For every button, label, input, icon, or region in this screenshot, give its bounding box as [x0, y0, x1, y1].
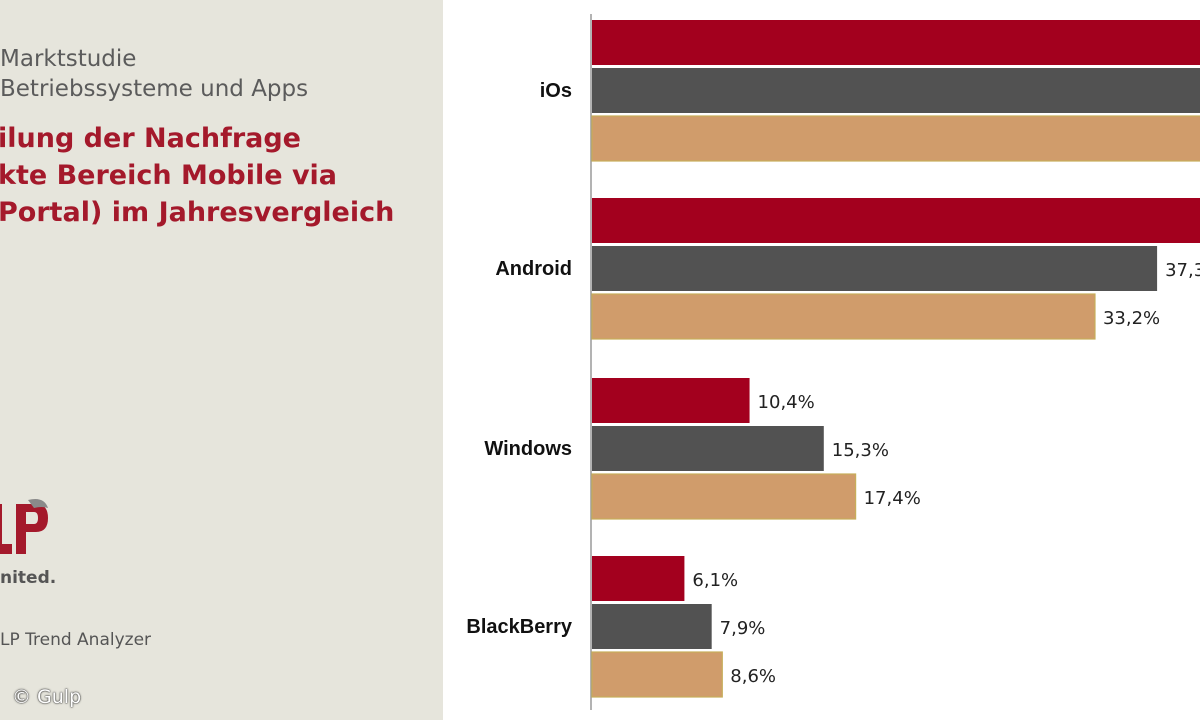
bar-windows-series-1 [592, 378, 750, 423]
info-panel: Marktstudie Betriebssysteme und Apps ilu… [0, 0, 443, 720]
bar-android-series-1 [592, 198, 1200, 243]
category-label-android: Android [495, 258, 572, 280]
data-label-blackberry-series-1: 6,1% [692, 570, 738, 591]
bar-android-series-2 [592, 246, 1158, 291]
bar-blackberry-series-2 [592, 604, 712, 649]
data-label-blackberry-series-3: 8,6% [730, 666, 776, 687]
data-label-blackberry-series-2: 7,9% [720, 618, 766, 639]
bar-windows-series-2 [592, 426, 824, 471]
category-label-ios: iOs [540, 80, 572, 102]
bar-windows-series-3 [591, 473, 857, 520]
study-title-line-2: Betriebssysteme und Apps [0, 76, 309, 102]
headline-line-3: Portal) im Jahresvergleich [0, 197, 395, 228]
headline-line-1: ilung der Nachfrage [0, 123, 301, 154]
study-title: Marktstudie Betriebssysteme und Apps [0, 44, 308, 104]
logo-text: LP [22, 530, 35, 541]
data-label-windows-series-2: 15,3% [832, 440, 889, 461]
category-label-windows: Windows [484, 438, 572, 460]
bar-blackberry-series-3 [591, 651, 723, 698]
logo-tagline: nited. [0, 568, 57, 588]
headline: ilung der Nachfrage kte Bereich Mobile v… [0, 120, 394, 231]
data-label-windows-series-3: 17,4% [864, 488, 921, 509]
bar-android-series-3 [591, 293, 1096, 340]
headline-line-2: kte Bereich Mobile via [0, 160, 338, 191]
data-label-windows-series-1: 10,4% [758, 392, 815, 413]
study-title-line-1: Marktstudie [0, 46, 137, 72]
bar-ios-series-3 [591, 115, 1200, 162]
data-label-android-series-3: 33,2% [1103, 308, 1160, 329]
bar-ios-series-2 [592, 68, 1200, 113]
gulp-logo: LP [0, 499, 48, 554]
bar-ios-series-1 [592, 20, 1200, 65]
source-text: LP Trend Analyzer [0, 630, 152, 650]
data-label-android-series-2: 37,3 [1165, 260, 1200, 281]
chart-area: iOs Android 37,3 33,2% Windows 10,4% 15,3% 17,4… [443, 0, 1200, 720]
bar-chart: iOs Android 37,3 33,2% Windows 10,4% 15,3% 17,4… [466, 14, 1200, 710]
category-label-blackberry: BlackBerry [466, 616, 573, 638]
copyright-notice: © Gulp [12, 686, 82, 708]
bar-blackberry-series-1 [592, 556, 685, 601]
